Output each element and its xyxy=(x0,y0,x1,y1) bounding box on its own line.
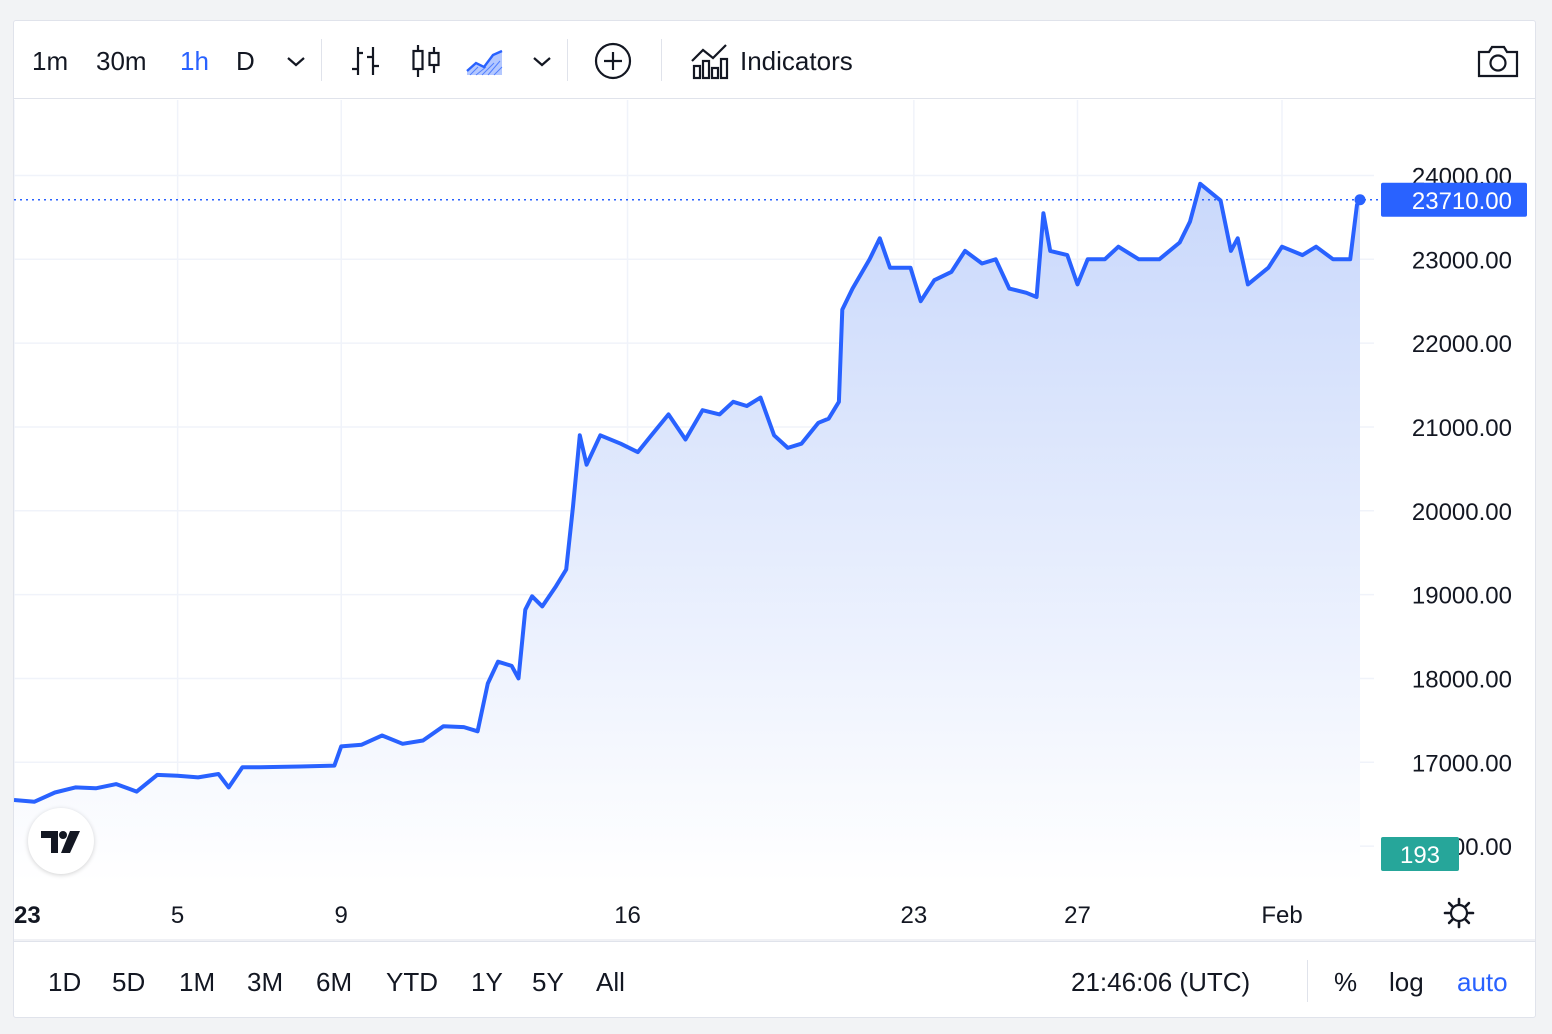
area-chart-icon[interactable] xyxy=(464,41,504,81)
candlestick-icon[interactable] xyxy=(406,41,446,81)
bottom-toolbar: 1D 5D 1M 3M 6M YTD 1Y 5Y All 21:46:06 (U… xyxy=(14,941,1535,1019)
range-1m-button[interactable]: 1M xyxy=(179,967,216,997)
price-line xyxy=(14,181,1362,804)
range-6m-button[interactable]: 6M xyxy=(316,967,353,997)
utc-clock[interactable]: 21:46:06 (UTC) xyxy=(1071,967,1251,997)
last-volume-label: 193 xyxy=(1400,842,1440,869)
range-5d-button[interactable]: 5D xyxy=(112,967,146,997)
x-tick-label: 16 xyxy=(614,902,641,929)
camera-icon[interactable] xyxy=(1476,41,1520,81)
range-all-button[interactable]: All xyxy=(596,967,625,997)
range-5y-button[interactable]: 5Y xyxy=(532,967,564,997)
x-tick-label: 5 xyxy=(171,902,184,929)
range-1y-button[interactable]: 1Y xyxy=(471,967,503,997)
plus-circle-icon[interactable] xyxy=(593,41,633,81)
y-tick-label: 18000.00 xyxy=(1412,666,1512,693)
toolbar-divider xyxy=(661,39,662,81)
interval-1m-button[interactable]: 1m xyxy=(32,46,69,76)
chevron-down-icon[interactable] xyxy=(276,41,316,81)
auto-scale-button[interactable]: auto xyxy=(1457,967,1508,997)
x-tick-label: 9 xyxy=(335,902,348,929)
interval-1h-button[interactable]: 1h xyxy=(180,46,209,76)
tradingview-logo[interactable] xyxy=(28,808,94,874)
last-volume-badge xyxy=(1381,837,1459,871)
y-tick-label: 22000.00 xyxy=(1412,331,1512,358)
x-tick-label: 23 xyxy=(901,902,928,929)
last-price-badge xyxy=(1381,182,1527,217)
range-1d-button[interactable]: 1D xyxy=(48,967,82,997)
last-price-label: 23710.00 xyxy=(1412,188,1512,215)
range-3m-button[interactable]: 3M xyxy=(247,967,284,997)
y-tick-label: 19000.00 xyxy=(1412,583,1512,610)
toolbar-divider xyxy=(567,39,568,81)
top-toolbar: 1m 30m 1h D xyxy=(14,21,1535,99)
price-area xyxy=(14,183,1360,884)
chart-widget: 1m 30m 1h D xyxy=(13,20,1536,1018)
y-tick-label: 21000.00 xyxy=(1412,415,1512,442)
y-tick-label: 20000.00 xyxy=(1412,499,1512,526)
interval-30m-button[interactable]: 30m xyxy=(96,46,147,76)
interval-d-button[interactable]: D xyxy=(236,46,255,76)
x-tick-label: 2023 xyxy=(14,902,41,929)
range-ytd-button[interactable]: YTD xyxy=(386,967,438,997)
toolbar-divider xyxy=(1307,960,1308,1002)
price-chart[interactable]: 24000.0023000.0022000.0021000.0020000.00… xyxy=(14,21,1535,1017)
x-tick-label: Feb xyxy=(1261,902,1302,929)
indicators-button[interactable]: Indicators xyxy=(740,46,853,76)
bar-chart-icon[interactable] xyxy=(346,41,386,81)
last-price-dot xyxy=(1354,194,1366,206)
gear-icon[interactable] xyxy=(1443,897,1475,929)
y-tick-label: 23000.00 xyxy=(1412,247,1512,274)
x-tick-label: 27 xyxy=(1064,902,1091,929)
log-scale-button[interactable]: log xyxy=(1389,967,1424,997)
percent-scale-button[interactable]: % xyxy=(1334,967,1358,997)
toolbar-divider xyxy=(321,39,322,81)
indicators-icon[interactable] xyxy=(689,41,729,81)
y-tick-label: 17000.00 xyxy=(1412,750,1512,777)
chevron-down-icon[interactable] xyxy=(522,41,562,81)
